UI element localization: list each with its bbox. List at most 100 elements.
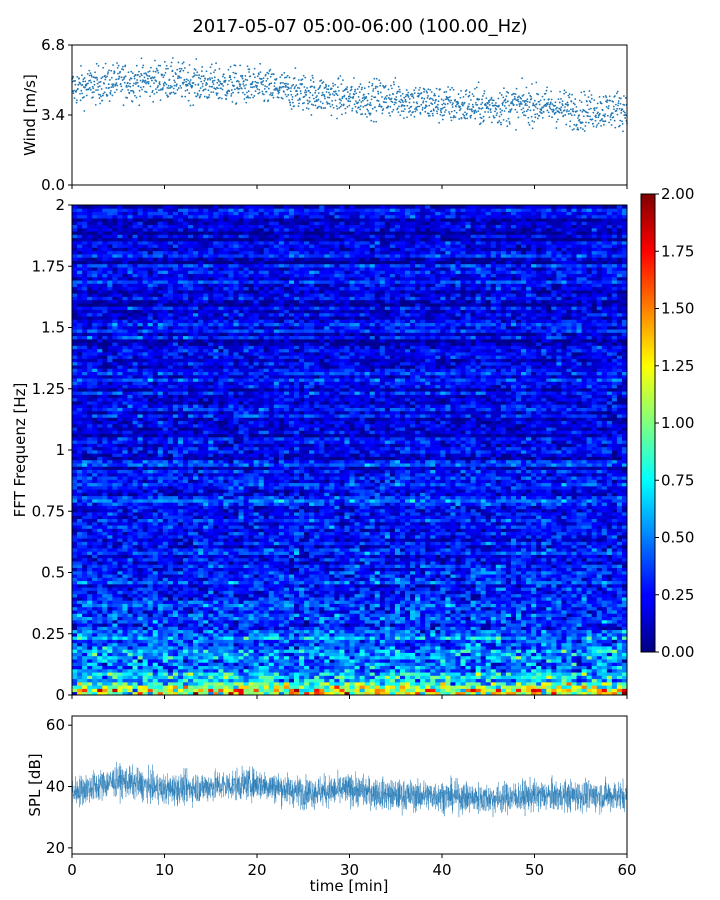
spectrogram-cell [253,610,260,614]
spectrogram-cell [268,606,275,611]
spectrogram-cell [314,623,320,627]
spectrogram-cell [258,629,265,634]
spectrogram-cell [253,606,260,611]
spectrogram-cell [399,665,406,670]
wind-point [464,117,467,120]
spectrogram-cell [147,623,154,627]
spectrogram-cell [339,632,345,637]
spectrogram-cell [248,675,255,680]
spectrogram-cell [314,616,320,621]
spectrogram-cell [177,652,184,657]
wind-point [520,97,523,100]
spectrogram-cell [258,619,265,624]
spectrogram-cell [470,629,477,634]
wind-point [437,100,440,103]
spectrogram-cell [258,649,265,653]
spectrogram-cell [485,632,492,637]
spectrogram-cell [218,619,224,624]
spectrogram-cell [314,672,320,676]
spectrogram-cell [122,619,128,624]
spectrogram-cell [591,681,598,686]
wind-point [83,96,85,98]
spectrogram-cell [198,688,204,693]
spectrogram-cell [576,665,582,670]
wind-point [530,95,532,98]
wind-point [318,86,321,89]
spectrogram-cell [349,672,355,676]
spectrogram-cell [223,616,229,621]
spectrogram-cell [465,639,471,644]
wind-point [128,92,131,95]
spectrogram-cell [183,606,189,611]
wind-point [505,107,507,110]
spectrogram-cell [122,665,128,670]
spectrogram-cell [389,639,396,644]
spectrogram-cell [576,616,582,621]
spectrogram-cell [294,629,300,634]
spectrogram-cell [314,629,320,634]
spectrogram-cell [561,613,567,617]
spectrogram-cell [233,659,239,663]
wind-point [122,65,124,68]
spectrogram-cell [112,652,118,657]
spectrogram-cell [415,685,421,689]
wind-point [449,101,452,104]
wind-point [421,106,424,109]
wind-point [604,113,606,116]
wind-point [208,94,211,96]
wind-point [606,114,609,117]
spectrogram-cell [248,678,255,683]
spectrogram-cell [531,603,537,608]
spectrogram-cell [102,652,108,657]
spectrogram-cell [117,642,123,647]
spectrogram-cell [546,675,552,680]
wind-point [589,101,592,104]
wind-point [254,76,256,79]
spectrogram-cell [591,672,598,676]
spectrogram-cell [364,626,371,631]
spectrogram-cell [142,600,149,604]
wind-point [338,106,341,109]
spectrogram-cell [183,662,189,666]
spectrogram-cell [470,623,477,627]
spectrogram-cell [475,613,482,617]
spectrogram-cell [324,681,330,686]
wind-point [546,86,548,89]
spectrogram-cell [208,603,214,608]
spectrogram-cell [516,678,522,683]
spectrogram-cell [510,639,517,644]
wind-point [566,101,569,104]
spectrogram-cell [541,636,547,640]
spectrogram-cell [228,665,234,670]
spectrogram-cell [72,642,78,647]
wind-point [170,61,173,64]
spectrogram-cell [389,600,396,604]
spectrogram-cell [379,623,386,627]
wind-point [174,81,176,84]
spectrogram-cell [248,688,255,693]
spectrogram-cell [571,678,577,683]
spectrogram-cell [364,646,371,650]
wind-point [228,90,231,93]
spectrogram-cell [162,623,169,627]
spectrogram-cell [319,672,325,676]
spectrogram-cell [299,678,305,683]
spectrogram-cell [183,639,189,644]
spectrogram-cell [495,688,502,693]
wind-point [407,91,410,94]
wind-point [556,106,558,109]
spectrogram-cell [278,678,285,683]
spectrogram-cell [309,610,315,614]
spectrogram-cell [460,672,466,676]
wind-point [510,108,513,110]
wind-point [497,97,500,100]
spectrogram-cell [510,662,517,666]
spectrogram-cell [208,632,214,637]
spectrogram-cell [536,629,542,634]
spectrogram-cell [172,600,179,604]
wind-point [167,95,170,98]
spectrogram-cell [495,668,502,673]
wind-point [393,83,395,86]
wind-point [120,85,123,88]
wind-point [284,86,287,88]
